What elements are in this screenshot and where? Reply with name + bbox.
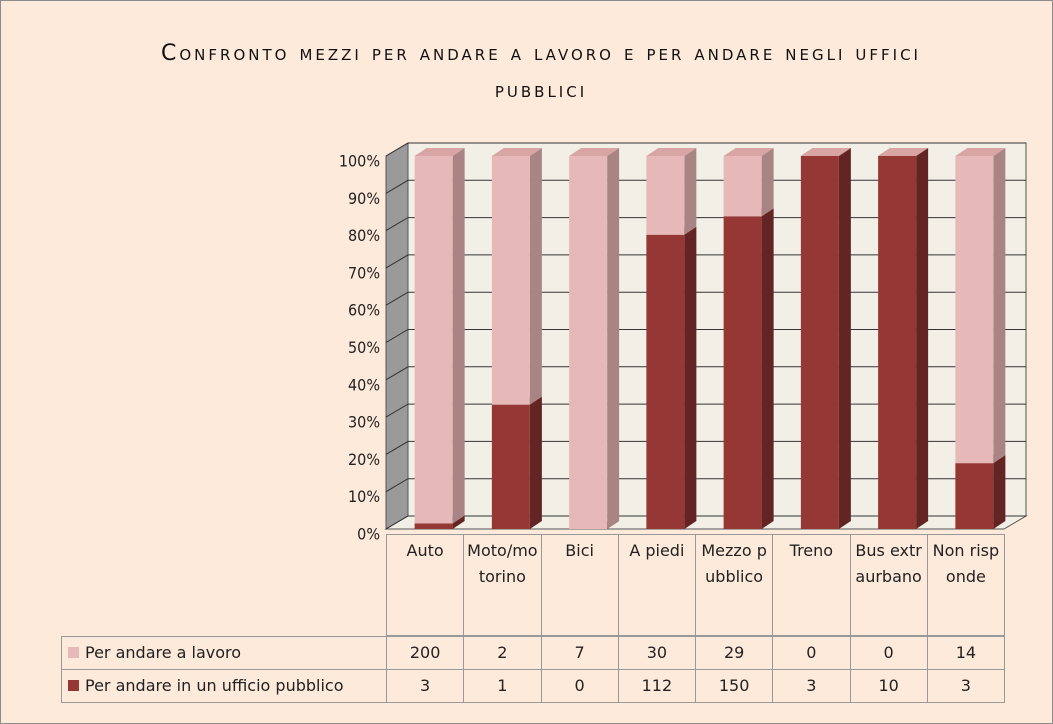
bar-side <box>529 396 542 529</box>
bar-segment <box>646 226 697 530</box>
bar-front <box>878 156 917 529</box>
bar-side <box>993 148 1006 464</box>
category-cell: Bus extraurbano <box>849 534 928 636</box>
bar-segment <box>646 148 697 235</box>
bar-top <box>414 148 465 156</box>
bar-segment <box>955 455 1006 529</box>
legend-swatch <box>68 647 79 658</box>
bar-side <box>684 148 697 235</box>
category-cell: A piedi <box>617 534 696 636</box>
bar-segment <box>955 148 1006 464</box>
value-cell: 0 <box>849 636 928 670</box>
bar-segment <box>491 148 542 405</box>
bar-front <box>569 156 608 529</box>
bar-front <box>646 234 685 530</box>
y-tick-label: 0% <box>357 525 380 544</box>
bar-front <box>955 156 994 464</box>
bar-segment <box>800 148 851 156</box>
bar-side <box>452 148 465 524</box>
bar-front <box>491 404 530 529</box>
bar-front <box>723 216 762 529</box>
bar-side <box>607 148 620 529</box>
legend-swatch <box>68 680 79 691</box>
bar-segment <box>878 148 929 529</box>
bar-segment <box>723 148 774 217</box>
y-tick-label: 20% <box>348 450 380 469</box>
y-tick-label: 10% <box>348 487 380 506</box>
bar-top <box>491 148 542 156</box>
value-cell: 29 <box>695 636 774 670</box>
value-cell: 10 <box>849 669 928 703</box>
category-cell: Auto <box>386 534 465 636</box>
y-tick-label: 30% <box>348 413 380 432</box>
bar-top <box>878 148 929 156</box>
value-cell: 14 <box>926 636 1005 670</box>
value-cell: 1 <box>463 669 542 703</box>
y-tick-label: 70% <box>348 263 380 282</box>
bar-front <box>800 156 839 529</box>
category-cell: Mezzo pubblico <box>695 534 774 636</box>
grid-line <box>385 142 1026 157</box>
bar-side <box>761 148 774 217</box>
value-cell: 2 <box>463 636 542 670</box>
bar-side <box>993 455 1006 529</box>
category-cell: Moto/motorino <box>463 534 542 636</box>
bar-top <box>723 148 774 156</box>
value-cell: 200 <box>386 636 465 670</box>
bar-segment <box>800 148 851 529</box>
bar-side <box>916 148 929 529</box>
legend-label: Per andare a lavoro <box>85 643 242 662</box>
bar-side <box>838 148 851 529</box>
category-cell: Treno <box>772 534 851 636</box>
bar-front <box>414 156 453 524</box>
legend-cell: Per andare in un ufficio pubblico <box>61 669 387 703</box>
bar-top <box>646 148 697 156</box>
bar-side <box>684 226 697 530</box>
y-tick-label: 100% <box>339 152 380 171</box>
bar-front <box>955 463 994 529</box>
value-cell: 112 <box>617 669 696 703</box>
category-cell: Non risponde <box>926 534 1005 636</box>
legend-cell: Per andare a lavoro <box>61 636 387 670</box>
value-cell: 7 <box>540 636 619 670</box>
bar-top <box>569 148 620 156</box>
y-tick-label: 60% <box>348 301 380 320</box>
bar-top <box>955 148 1006 156</box>
bar-side <box>529 148 542 405</box>
y-tick-label: 50% <box>348 338 380 357</box>
y-tick-label: 80% <box>348 226 380 245</box>
chart-title: Confronto mezzi per andare a lavoro e pe… <box>161 41 921 103</box>
bar-side <box>761 208 774 529</box>
bar-segment <box>878 148 929 156</box>
value-cell: 0 <box>540 669 619 703</box>
value-cell: 30 <box>617 636 696 670</box>
value-cell: 3 <box>386 669 465 703</box>
value-cell: 3 <box>926 669 1005 703</box>
bar-segment <box>569 148 620 529</box>
value-cell: 150 <box>695 669 774 703</box>
y-tick-label: 40% <box>348 375 380 394</box>
bar-front <box>414 523 453 529</box>
y-tick-label: 90% <box>348 189 380 208</box>
bar-front <box>723 156 762 217</box>
bar-segment <box>491 396 542 529</box>
bar-segment <box>723 208 774 529</box>
bar-segment <box>414 148 465 524</box>
bar-front <box>491 156 530 405</box>
bar-side <box>452 515 465 529</box>
legend-label: Per andare in un ufficio pubblico <box>85 676 344 695</box>
bar-front <box>646 156 685 235</box>
bar-top <box>800 148 851 156</box>
value-cell: 0 <box>772 636 851 670</box>
floor <box>384 515 1028 530</box>
value-cell: 3 <box>772 669 851 703</box>
category-cell: Bici <box>540 534 619 636</box>
